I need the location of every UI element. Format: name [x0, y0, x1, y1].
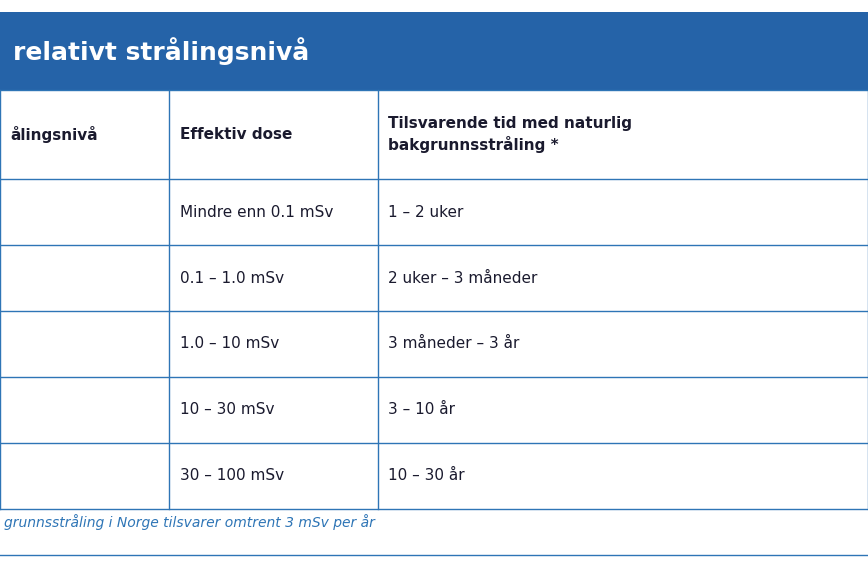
- Text: ålingsnivå: ålingsnivå: [10, 126, 98, 143]
- Text: 1.0 – 10 mSv: 1.0 – 10 mSv: [180, 336, 279, 351]
- Text: 10 – 30 år: 10 – 30 år: [388, 468, 464, 483]
- Bar: [0, 12, 868, 90]
- Bar: [0, 245, 868, 311]
- Bar: [0, 311, 868, 377]
- Text: 3 – 10 år: 3 – 10 år: [388, 402, 455, 417]
- Bar: [0, 90, 868, 179]
- Bar: [0, 179, 868, 245]
- Text: 2 uker – 3 måneder: 2 uker – 3 måneder: [388, 271, 537, 286]
- Text: relativt strålingsnivå: relativt strålingsnivå: [13, 36, 309, 65]
- Text: 0.1 – 1.0 mSv: 0.1 – 1.0 mSv: [180, 271, 284, 286]
- Bar: [0, 377, 868, 443]
- Text: 1 – 2 uker: 1 – 2 uker: [388, 205, 464, 220]
- Text: Effektiv dose: Effektiv dose: [180, 127, 292, 142]
- Bar: [0, 443, 868, 509]
- Text: 10 – 30 mSv: 10 – 30 mSv: [180, 402, 274, 417]
- Text: Tilsvarende tid med naturlig
bakgrunnsstråling *: Tilsvarende tid med naturlig bakgrunnsst…: [388, 116, 632, 153]
- Text: 3 måneder – 3 år: 3 måneder – 3 år: [388, 336, 519, 351]
- Text: Mindre enn 0.1 mSv: Mindre enn 0.1 mSv: [180, 205, 333, 220]
- Text: 30 – 100 mSv: 30 – 100 mSv: [180, 468, 284, 483]
- Text: grunnsstråling i Norge tilsvarer omtrent 3 mSv per år: grunnsstråling i Norge tilsvarer omtrent…: [4, 514, 375, 531]
